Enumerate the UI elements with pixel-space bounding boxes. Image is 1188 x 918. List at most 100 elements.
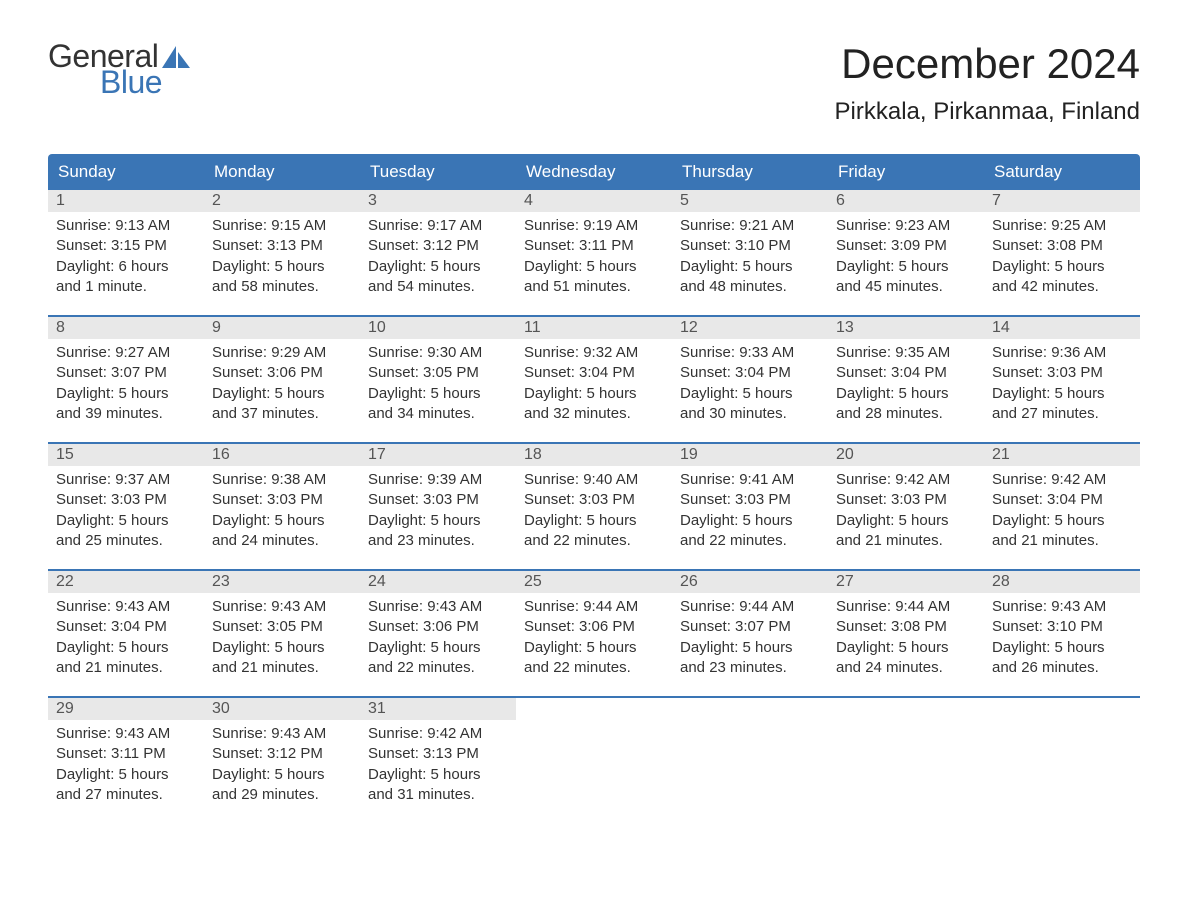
sunset-text: Sunset: 3:04 PM (56, 617, 196, 637)
daylight-text: Daylight: 5 hours and 23 minutes. (368, 511, 508, 552)
day-content: Sunrise: 9:42 AMSunset: 3:13 PMDaylight:… (360, 720, 516, 805)
day-content: Sunrise: 9:42 AMSunset: 3:04 PMDaylight:… (984, 466, 1140, 551)
day-cell: 12Sunrise: 9:33 AMSunset: 3:04 PMDayligh… (672, 317, 828, 442)
sunset-text: Sunset: 3:04 PM (680, 363, 820, 383)
day-number: 3 (360, 190, 516, 212)
sunrise-text: Sunrise: 9:33 AM (680, 343, 820, 363)
day-number: 2 (204, 190, 360, 212)
daylight-text: Daylight: 5 hours and 24 minutes. (836, 638, 976, 679)
day-number: 27 (828, 571, 984, 593)
day-content: Sunrise: 9:40 AMSunset: 3:03 PMDaylight:… (516, 466, 672, 551)
daylight-text: Daylight: 5 hours and 58 minutes. (212, 257, 352, 298)
day-cell: 19Sunrise: 9:41 AMSunset: 3:03 PMDayligh… (672, 444, 828, 569)
day-cell: 10Sunrise: 9:30 AMSunset: 3:05 PMDayligh… (360, 317, 516, 442)
daylight-text: Daylight: 5 hours and 21 minutes. (56, 638, 196, 679)
week-row: 1Sunrise: 9:13 AMSunset: 3:15 PMDaylight… (48, 190, 1140, 315)
sunset-text: Sunset: 3:13 PM (212, 236, 352, 256)
day-content: Sunrise: 9:33 AMSunset: 3:04 PMDaylight:… (672, 339, 828, 424)
daylight-text: Daylight: 5 hours and 54 minutes. (368, 257, 508, 298)
sunset-text: Sunset: 3:05 PM (368, 363, 508, 383)
sunrise-text: Sunrise: 9:19 AM (524, 216, 664, 236)
week-row: 29Sunrise: 9:43 AMSunset: 3:11 PMDayligh… (48, 696, 1140, 823)
sunset-text: Sunset: 3:11 PM (56, 744, 196, 764)
day-number: 13 (828, 317, 984, 339)
day-number: 5 (672, 190, 828, 212)
day-content: Sunrise: 9:13 AMSunset: 3:15 PMDaylight:… (48, 212, 204, 297)
sunrise-text: Sunrise: 9:43 AM (212, 724, 352, 744)
sunrise-text: Sunrise: 9:41 AM (680, 470, 820, 490)
day-cell: 13Sunrise: 9:35 AMSunset: 3:04 PMDayligh… (828, 317, 984, 442)
day-cell: 11Sunrise: 9:32 AMSunset: 3:04 PMDayligh… (516, 317, 672, 442)
day-cell: 5Sunrise: 9:21 AMSunset: 3:10 PMDaylight… (672, 190, 828, 315)
day-number: 29 (48, 698, 204, 720)
day-content: Sunrise: 9:38 AMSunset: 3:03 PMDaylight:… (204, 466, 360, 551)
sunrise-text: Sunrise: 9:42 AM (992, 470, 1132, 490)
sunrise-text: Sunrise: 9:39 AM (368, 470, 508, 490)
week-row: 8Sunrise: 9:27 AMSunset: 3:07 PMDaylight… (48, 315, 1140, 442)
day-header: Friday (828, 154, 984, 190)
day-content: Sunrise: 9:43 AMSunset: 3:12 PMDaylight:… (204, 720, 360, 805)
logo-text-blue: Blue (100, 66, 192, 98)
daylight-text: Daylight: 5 hours and 30 minutes. (680, 384, 820, 425)
day-cell: 31Sunrise: 9:42 AMSunset: 3:13 PMDayligh… (360, 698, 516, 823)
sunset-text: Sunset: 3:05 PM (212, 617, 352, 637)
day-header: Saturday (984, 154, 1140, 190)
day-cell: 16Sunrise: 9:38 AMSunset: 3:03 PMDayligh… (204, 444, 360, 569)
sunrise-text: Sunrise: 9:43 AM (992, 597, 1132, 617)
sunset-text: Sunset: 3:11 PM (524, 236, 664, 256)
sunrise-text: Sunrise: 9:44 AM (680, 597, 820, 617)
day-number: 23 (204, 571, 360, 593)
day-number: 25 (516, 571, 672, 593)
day-number (672, 698, 828, 720)
day-header: Monday (204, 154, 360, 190)
sunset-text: Sunset: 3:04 PM (992, 490, 1132, 510)
sunrise-text: Sunrise: 9:38 AM (212, 470, 352, 490)
day-content: Sunrise: 9:43 AMSunset: 3:06 PMDaylight:… (360, 593, 516, 678)
day-number: 22 (48, 571, 204, 593)
sunrise-text: Sunrise: 9:42 AM (368, 724, 508, 744)
day-content: Sunrise: 9:43 AMSunset: 3:11 PMDaylight:… (48, 720, 204, 805)
daylight-text: Daylight: 5 hours and 22 minutes. (524, 638, 664, 679)
daylight-text: Daylight: 5 hours and 42 minutes. (992, 257, 1132, 298)
sunrise-text: Sunrise: 9:43 AM (212, 597, 352, 617)
day-number: 12 (672, 317, 828, 339)
location-title: Pirkkala, Pirkanmaa, Finland (835, 98, 1140, 126)
day-cell: 22Sunrise: 9:43 AMSunset: 3:04 PMDayligh… (48, 571, 204, 696)
day-content: Sunrise: 9:19 AMSunset: 3:11 PMDaylight:… (516, 212, 672, 297)
sunset-text: Sunset: 3:06 PM (368, 617, 508, 637)
day-header-row: SundayMondayTuesdayWednesdayThursdayFrid… (48, 154, 1140, 190)
sunrise-text: Sunrise: 9:44 AM (524, 597, 664, 617)
sunrise-text: Sunrise: 9:35 AM (836, 343, 976, 363)
day-cell: 6Sunrise: 9:23 AMSunset: 3:09 PMDaylight… (828, 190, 984, 315)
day-cell: 23Sunrise: 9:43 AMSunset: 3:05 PMDayligh… (204, 571, 360, 696)
calendar: SundayMondayTuesdayWednesdayThursdayFrid… (48, 154, 1140, 823)
sunset-text: Sunset: 3:03 PM (680, 490, 820, 510)
day-content: Sunrise: 9:43 AMSunset: 3:05 PMDaylight:… (204, 593, 360, 678)
sunset-text: Sunset: 3:10 PM (992, 617, 1132, 637)
day-content: Sunrise: 9:25 AMSunset: 3:08 PMDaylight:… (984, 212, 1140, 297)
sunset-text: Sunset: 3:06 PM (524, 617, 664, 637)
day-cell: 24Sunrise: 9:43 AMSunset: 3:06 PMDayligh… (360, 571, 516, 696)
sunset-text: Sunset: 3:07 PM (56, 363, 196, 383)
sunrise-text: Sunrise: 9:15 AM (212, 216, 352, 236)
day-content: Sunrise: 9:27 AMSunset: 3:07 PMDaylight:… (48, 339, 204, 424)
day-content: Sunrise: 9:43 AMSunset: 3:04 PMDaylight:… (48, 593, 204, 678)
day-cell: 26Sunrise: 9:44 AMSunset: 3:07 PMDayligh… (672, 571, 828, 696)
sunset-text: Sunset: 3:03 PM (524, 490, 664, 510)
sunset-text: Sunset: 3:03 PM (212, 490, 352, 510)
day-content: Sunrise: 9:17 AMSunset: 3:12 PMDaylight:… (360, 212, 516, 297)
day-header: Thursday (672, 154, 828, 190)
daylight-text: Daylight: 5 hours and 45 minutes. (836, 257, 976, 298)
sunset-text: Sunset: 3:10 PM (680, 236, 820, 256)
sunrise-text: Sunrise: 9:17 AM (368, 216, 508, 236)
day-cell (516, 698, 672, 823)
page-header: General Blue December 2024 Pirkkala, Pir… (48, 40, 1140, 126)
sunset-text: Sunset: 3:08 PM (992, 236, 1132, 256)
sunrise-text: Sunrise: 9:21 AM (680, 216, 820, 236)
day-content: Sunrise: 9:41 AMSunset: 3:03 PMDaylight:… (672, 466, 828, 551)
day-number: 9 (204, 317, 360, 339)
day-header: Wednesday (516, 154, 672, 190)
week-row: 15Sunrise: 9:37 AMSunset: 3:03 PMDayligh… (48, 442, 1140, 569)
day-content: Sunrise: 9:29 AMSunset: 3:06 PMDaylight:… (204, 339, 360, 424)
day-cell: 20Sunrise: 9:42 AMSunset: 3:03 PMDayligh… (828, 444, 984, 569)
